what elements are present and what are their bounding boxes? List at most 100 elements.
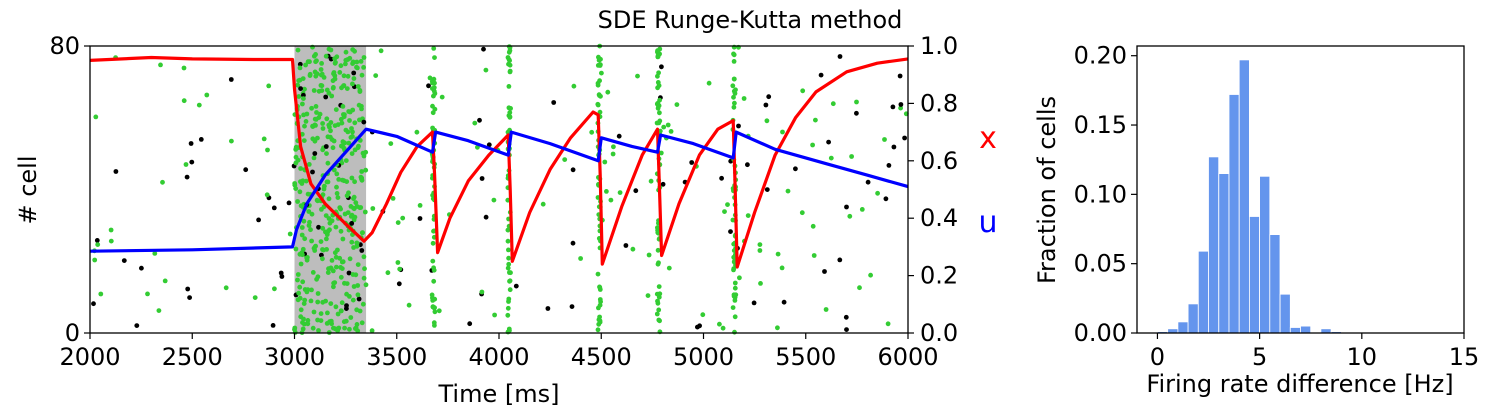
spike-dot [306,162,312,167]
spike-dot [823,307,829,312]
spike-dot [849,154,854,159]
spike-dot [354,307,360,313]
spike-dot [98,291,104,297]
spike-dot [830,101,836,107]
x-series-line [89,55,909,269]
spike-dot [506,247,511,253]
histogram-y-axis-label: Fraction of cells [1033,96,1061,284]
spike-dot [780,129,785,135]
spike-dot [358,205,364,210]
spike-dot [353,200,359,206]
spike-dot [506,84,512,89]
spike-dot [279,274,285,279]
spike-dot [719,175,724,181]
spike-dot [352,120,358,126]
spike-dot [350,47,356,52]
spike-dot [298,86,303,91]
spike-dot [347,294,352,299]
spike-dot [570,167,576,173]
spike-dot [349,239,355,245]
spike-dot [295,277,300,283]
spike-dot [361,119,367,125]
spike-dot [323,298,328,304]
spike-dot [505,238,511,244]
spike-dot [318,83,324,88]
spike-dot [700,312,706,318]
spike-dot [595,327,601,333]
spike-dot [310,169,315,175]
spike-dot [256,217,261,223]
spike-dot [296,290,302,296]
spike-dot [741,96,747,101]
spike-dot [339,300,345,306]
histogram-x-tick-label: 0 [1150,343,1165,371]
spike-dot [764,118,770,124]
spike-dot [731,104,737,110]
spike-dot [373,73,379,78]
spike-dot [659,64,664,70]
spike-dot [313,52,318,57]
spike-dot [313,104,319,109]
spike-dot [506,299,511,304]
spike-dot [343,318,349,324]
spike-dot [338,63,344,69]
spike-dot [810,142,815,148]
spike-dot [745,162,750,168]
spike-dot [302,236,308,242]
spike-dot [857,285,862,291]
spike-dot [349,126,354,131]
spike-dot [731,241,737,247]
spike-dot [357,88,363,93]
spike-dot [882,137,887,142]
spike-dot [323,229,328,235]
x-axis-ticks: 2000 2500 3000 3500 4000 4500 5000 5500 6000 [59,333,939,371]
histogram-y-tick-label: 0.20 [1074,42,1127,70]
spike-dot [348,214,354,219]
spike-dot [725,202,730,208]
spike-dot [156,308,162,313]
spike-dot [354,59,360,65]
spike-dot [314,71,320,77]
spike-dot [328,56,334,62]
spike-dot [597,284,602,290]
spike-dot [355,283,361,288]
spike-dot [310,270,316,275]
spike-dot [844,327,849,332]
spike-dot [479,176,485,181]
histogram-bars [1157,59,1342,334]
spike-dot [270,323,276,328]
spike-dot [358,59,364,64]
spike-dot [108,227,114,233]
spike-dot [328,47,334,53]
spike-dot [540,201,546,207]
histogram-bar [1289,327,1301,334]
spike-dot [400,215,406,221]
spike-dot [363,167,369,173]
spike-dot [162,278,168,284]
spike-dot [578,256,583,261]
spike-dot [313,59,318,65]
left-y-tick-label: 0 [65,319,80,347]
spike-dot [320,126,326,131]
spike-dot [307,71,313,77]
spike-dot [730,83,736,89]
spike-dot [351,70,357,76]
spike-dot [301,92,306,98]
spike-dot [868,272,873,278]
spike-dot [345,57,351,62]
spike-dot [340,144,346,149]
spike-dot [362,209,368,215]
right-y-tick-label: 1.0 [920,32,958,60]
histogram-x-tick-label: 10 [1347,343,1378,371]
spike-dot [295,297,301,303]
spike-dot [430,240,436,246]
spike-dot [396,281,402,287]
raster-plot-frame [89,45,909,334]
spike-dot [344,193,350,199]
spike-dot [303,119,309,124]
spike-dot [308,298,314,304]
spike-dot [338,274,344,280]
spike-dot [314,197,320,203]
spike-dot [95,242,101,248]
spike-dot [351,217,357,223]
